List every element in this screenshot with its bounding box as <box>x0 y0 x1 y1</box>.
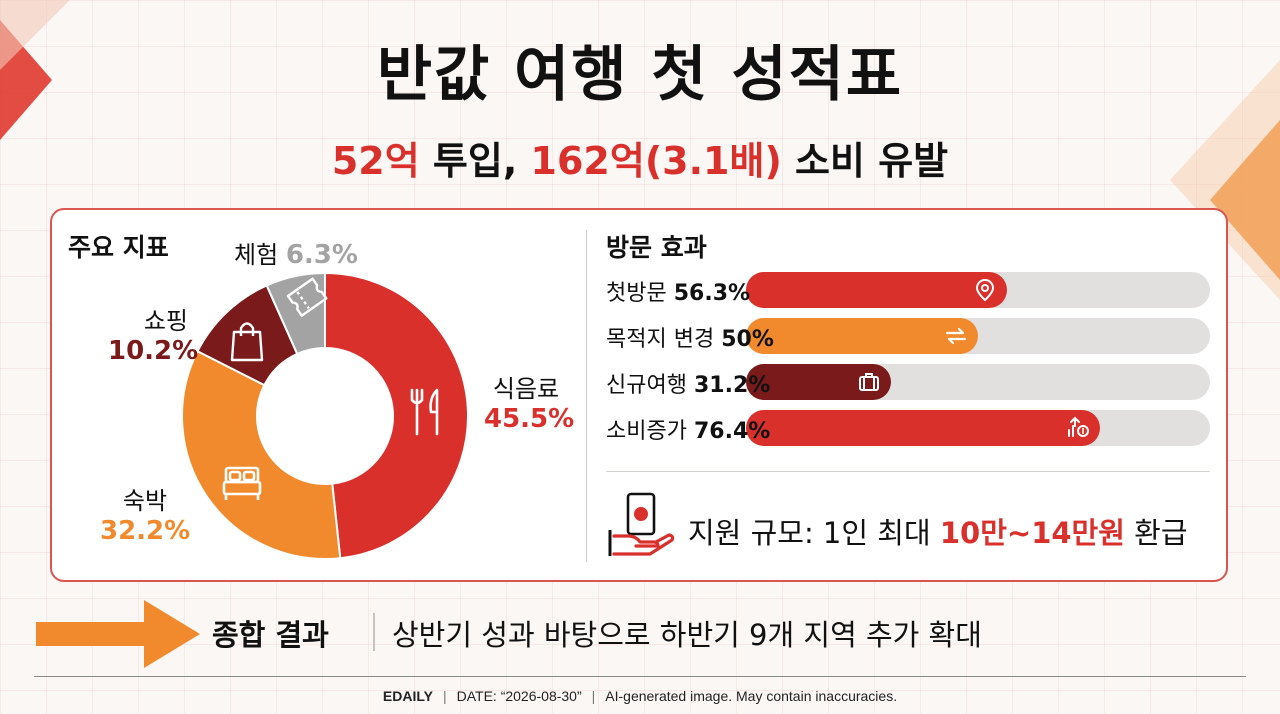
footer: EDAILY | DATE: “2026-08-30” | AI-generated i… <box>0 688 1280 704</box>
panel-divider <box>586 230 587 562</box>
ticket-icon <box>286 277 328 317</box>
suitcase-icon <box>858 373 879 391</box>
footer-date: DATE: “2026-08-30” <box>456 688 582 704</box>
footer-brand: EDAILY <box>382 688 433 704</box>
bar-label-value: 31.2% <box>693 373 771 398</box>
label-food-name: 식음료 <box>492 375 560 403</box>
page-title: 반값 여행 첫 성적표 <box>376 40 904 110</box>
money-growth-icon <box>1068 416 1090 437</box>
footer-line <box>34 676 1246 677</box>
bars-section-title: 방문 효과 <box>606 233 707 262</box>
corner-decoration-left <box>0 0 70 140</box>
bed-icon <box>222 466 262 500</box>
footer-separator: | <box>591 688 596 704</box>
bar-label: 첫방문 56.3% <box>606 275 750 307</box>
summary-divider <box>373 613 375 651</box>
label-lodging-value: 32.2% <box>100 516 191 546</box>
label-shopping-name: 쇼핑 <box>143 307 188 335</box>
donut-section-title: 주요 지표 <box>68 233 169 262</box>
label-experience: 체험 6.3% <box>234 240 358 270</box>
subtitle-suffix: 소비 유발 <box>781 139 949 183</box>
label-experience-name: 체험 <box>234 241 279 269</box>
bar-label-name: 소비증가 <box>606 419 687 444</box>
bar-label: 신규여행 31.2% <box>606 367 770 399</box>
footer-separator: | <box>442 688 447 704</box>
summary-text: 상반기 성과 바탕으로 하반기 9개 지역 추가 확대 <box>392 618 982 652</box>
support-amount: 10만~14만원 <box>939 516 1125 550</box>
donut-hole <box>257 348 393 484</box>
shopping-bag-icon <box>230 322 264 362</box>
footer-note: AI-generated image. May contain inaccura… <box>605 688 898 704</box>
label-food: 식음료 45.5% <box>484 374 575 434</box>
swap-arrows-icon <box>945 327 967 345</box>
subtitle-connector: 투입, <box>419 139 531 183</box>
bar-label: 소비증가 76.4% <box>606 413 770 445</box>
label-lodging: 숙박 32.2% <box>100 486 190 546</box>
bar-row-destination-change: 목적지 변경 50% <box>606 318 1210 354</box>
bar-fill-spending-increase <box>746 410 1101 446</box>
bar-row-first-visit: 첫방문 56.3% <box>606 272 1210 308</box>
support-suffix: 환급 <box>1124 516 1188 550</box>
bar-label-name: 첫방문 <box>606 281 667 306</box>
subtitle-spending: 162억(3.1배) <box>530 139 782 183</box>
label-shopping: 쇼핑 10.2% <box>108 306 199 366</box>
bar-label-value: 76.4% <box>693 419 771 444</box>
support-info: 지원 규모: 1인 최대 10만~14만원 환급 <box>606 490 1216 560</box>
bar-label-value: 50% <box>721 327 774 352</box>
page-subtitle: 52억 투입, 162억(3.1배) 소비 유발 <box>0 130 1280 185</box>
bar-fill-new-travel <box>746 364 891 400</box>
bar-label: 목적지 변경 50% <box>606 321 774 353</box>
bar-fill-first-visit <box>746 272 1008 308</box>
label-lodging-name: 숙박 <box>122 487 168 515</box>
summary-title: 종합 결과 <box>212 618 329 652</box>
bar-label-name: 신규여행 <box>606 373 687 398</box>
label-food-value: 45.5% <box>484 404 575 434</box>
subtitle-investment: 52억 <box>331 139 420 183</box>
fork-knife-icon <box>410 388 439 436</box>
label-shopping-value: 10.2% <box>108 336 199 366</box>
hand-money-icon <box>608 492 675 556</box>
label-experience-value: 6.3% <box>285 240 358 270</box>
location-pin-icon <box>976 278 995 302</box>
bar-fill-destination-change <box>746 318 978 354</box>
bar-row-spending-increase: 소비증가 76.4% <box>606 410 1210 446</box>
support-prefix: 지원 규모: 1인 최대 <box>688 516 940 550</box>
support-text: 지원 규모: 1인 최대 10만~14만원 환급 <box>688 510 1188 552</box>
bar-row-new-travel: 신규여행 31.2% <box>606 364 1210 400</box>
section-separator <box>606 471 1210 472</box>
corner-decoration-right <box>1170 60 1280 300</box>
bar-label-name: 목적지 변경 <box>606 327 715 352</box>
bar-label-value: 56.3% <box>673 281 751 306</box>
summary-arrow-icon <box>36 600 200 668</box>
